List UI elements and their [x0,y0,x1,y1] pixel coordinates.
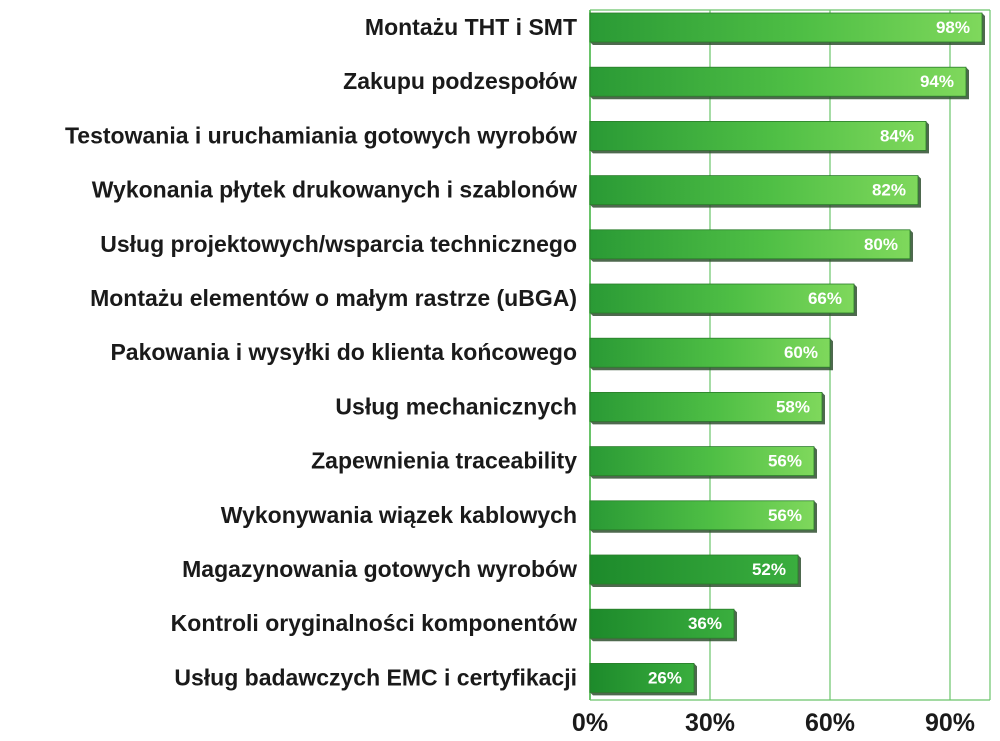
category-label: Zapewnienia traceability [311,448,577,474]
category-label: Kontroli oryginalności komponentów [171,610,577,636]
bars: 98% 94% 84% 82% 80% 66% 60% 58% 56% 56% 52% 36% 26% [589,12,985,696]
category-label: Pakowania i wysyłki do klienta końcowego [110,339,577,365]
category-label: Usług badawczych EMC i certyfikacji [174,664,577,690]
data-label: 82% [872,181,906,200]
x-tick-label: 60% [805,709,855,737]
x-tick-label: 90% [925,709,975,737]
category-label: Montażu THT i SMT [365,14,577,40]
bar [589,608,735,639]
bar [589,337,831,368]
category-label: Zakupu podzespołów [343,68,577,94]
category-label: Usług projektowych/wsparcia technicznego [100,231,577,257]
data-label: 66% [808,289,842,308]
data-label: 94% [920,72,954,91]
data-label: 98% [936,18,970,37]
bar [589,229,911,260]
category-label: Magazynowania gotowych wyrobów [182,556,577,582]
bar [589,446,815,477]
data-label: 58% [776,397,810,416]
bar [589,121,927,151]
bar [589,66,967,97]
data-label: 36% [688,614,722,633]
x-tick-label: 30% [685,709,735,737]
data-label: 52% [752,560,786,579]
data-label: 84% [880,126,914,145]
category-label: Testowania i uruchamiania gotowych wyrob… [65,122,577,148]
x-tick-label: 0% [572,709,608,737]
category-label: Montażu elementów o małym rastrze (uBGA) [90,285,577,311]
bar [589,554,799,585]
bar [589,12,983,43]
bar [589,391,823,422]
category-label: Wykonania płytek drukowanych i szablonów [92,177,577,203]
data-label: 56% [768,452,802,471]
bar [589,283,855,314]
bar [589,500,815,531]
category-labels: Montażu THT i SMT Zakupu podzespołów Testo… [65,14,577,690]
x-axis-ticks: 0% 30% 60% 90% [572,709,975,737]
bar [589,663,695,693]
bar [589,175,919,206]
category-label: Usług mechanicznych [335,393,577,419]
data-label: 80% [864,235,898,254]
data-label: 60% [784,343,818,362]
category-label: Wykonywania wiązek kablowych [221,502,577,528]
data-label: 26% [648,668,682,687]
data-label: 56% [768,506,802,525]
